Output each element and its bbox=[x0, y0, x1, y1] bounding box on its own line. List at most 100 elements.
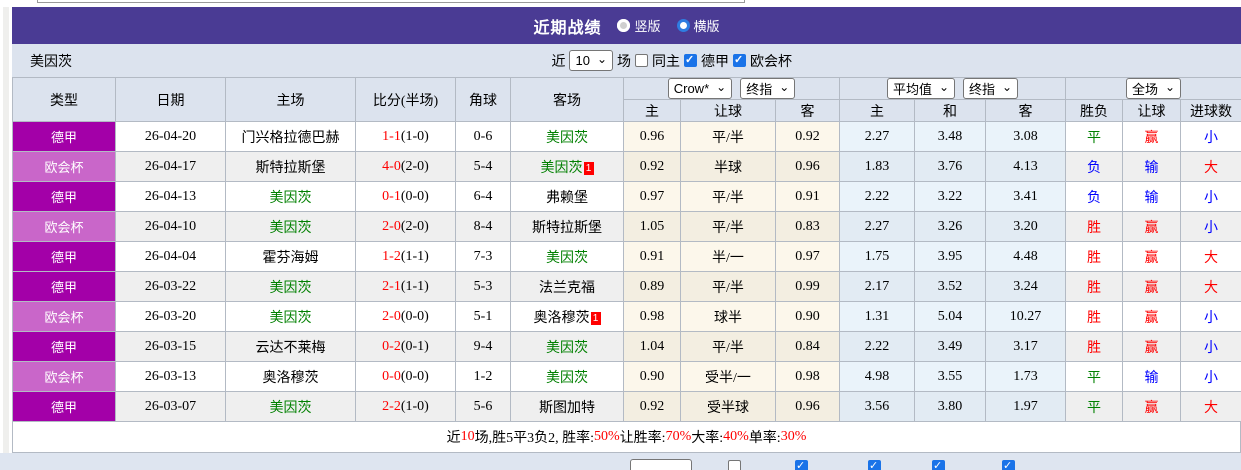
handicap-result-cell: 赢 bbox=[1122, 211, 1182, 242]
away-team-cell: 奥洛穆茨 1 bbox=[510, 301, 624, 332]
avg-home-cell: 3.56 bbox=[839, 391, 916, 422]
summary-segment: 70% bbox=[665, 429, 692, 444]
league-cell: 德甲 bbox=[12, 241, 116, 272]
corner-cell: 5-6 bbox=[455, 391, 511, 422]
scope-select[interactable]: 全场 ⌄ bbox=[1126, 78, 1182, 99]
team-name: 美因茨 bbox=[30, 54, 72, 70]
goals-result-cell: 小 bbox=[1180, 301, 1241, 332]
near-label: 近 bbox=[551, 54, 566, 70]
league-cell: 欧会杯 bbox=[12, 301, 116, 332]
league-label: 德甲 bbox=[50, 280, 77, 295]
odds-home-cell: 1.05 bbox=[623, 211, 681, 242]
away-team-cell: 美因茨 bbox=[510, 241, 624, 272]
halftime-score: (0-1) bbox=[400, 338, 429, 354]
halftime-score: (2-0) bbox=[400, 218, 429, 234]
radio-horizontal-icon[interactable] bbox=[676, 19, 690, 32]
average-select-group: 平均值 ⌄ 终指 ⌄ bbox=[839, 77, 1067, 100]
col-date: 日期 bbox=[115, 77, 226, 122]
col-result: 胜负 bbox=[1065, 99, 1124, 122]
home-team: 美因茨 bbox=[269, 400, 312, 416]
odds-handicap-cell: 平/半 bbox=[680, 211, 776, 242]
score-cell: 0-1(0-0) bbox=[355, 181, 456, 212]
score-cell: 2-2(1-0) bbox=[355, 391, 456, 422]
radio-vertical-label[interactable]: 竖版 bbox=[634, 19, 661, 34]
table-row: 欧会杯 26-04-10 美因茨 2-0(2-0) 8-4 斯特拉斯堡 1.05… bbox=[12, 211, 1241, 242]
table-row: 德甲 26-03-22 美因茨 2-1(1-1) 5-3 法兰克福 0.89 平… bbox=[12, 271, 1241, 302]
summary-segment: 40% bbox=[723, 429, 749, 444]
score-cell: 0-2(0-1) bbox=[355, 331, 456, 362]
red-card-badge: 1 bbox=[583, 161, 594, 175]
handicap-result-cell: 赢 bbox=[1122, 121, 1182, 152]
odds-handicap-cell: 平/半 bbox=[680, 121, 776, 152]
league2-checkbox[interactable] bbox=[733, 53, 746, 67]
home-team: 美因茨 bbox=[269, 190, 312, 206]
date-cell: 26-04-10 bbox=[115, 211, 226, 242]
league-label: 欧会杯 bbox=[44, 370, 84, 385]
league-cell: 欧会杯 bbox=[12, 151, 116, 182]
col-corner: 角球 bbox=[455, 77, 511, 122]
final-odds-select-1[interactable]: 终指 ⌄ bbox=[740, 78, 796, 99]
odds-home-cell: 0.97 bbox=[623, 181, 681, 212]
col-odds-away: 客 bbox=[774, 99, 841, 122]
match-count-select[interactable] bbox=[630, 459, 692, 470]
corner-cell: 6-4 bbox=[455, 181, 511, 212]
league2-label: 欧会杯 bbox=[750, 54, 792, 70]
halftime-score: (1-0) bbox=[400, 398, 429, 414]
col-score: 比分(半场) bbox=[355, 77, 456, 122]
score-cell: 2-0(2-0) bbox=[355, 211, 456, 242]
odds-select-group: Crow* ⌄ 终指 ⌄ bbox=[622, 77, 841, 100]
league-label: 欧会杯 bbox=[44, 220, 84, 235]
final-odds-select-2[interactable]: 终指 ⌄ bbox=[963, 78, 1019, 99]
away-team: 美因茨 bbox=[546, 370, 588, 386]
away-team-cell: 美因茨 bbox=[510, 331, 624, 362]
table-row: 德甲 26-04-20 门兴格拉德巴赫 1-1(1-0) 0-6 美因茨 0.9… bbox=[12, 121, 1241, 152]
summary-segment: 单率: bbox=[748, 431, 781, 446]
odds-away-cell: 0.84 bbox=[774, 331, 841, 362]
avg-away-cell: 4.13 bbox=[985, 151, 1067, 182]
league-checkbox[interactable] bbox=[795, 459, 808, 470]
league-checkbox[interactable] bbox=[1002, 459, 1015, 470]
match-count-select[interactable]: 10 ⌄ bbox=[569, 50, 613, 71]
avg-draw-cell: 3.55 bbox=[914, 361, 987, 392]
col-away: 客场 bbox=[510, 77, 624, 122]
avg-home-cell: 2.22 bbox=[839, 331, 916, 362]
layout-horizontal-option[interactable]: 横版 bbox=[676, 16, 720, 35]
score-cell: 0-0(0-0) bbox=[355, 361, 456, 392]
league-cell: 欧会杯 bbox=[12, 211, 116, 242]
handicap-result-cell: 赢 bbox=[1122, 331, 1182, 362]
result-cell: 平 bbox=[1065, 361, 1124, 392]
layout-vertical-option[interactable]: 竖版 bbox=[617, 16, 661, 35]
goals-result-label: 小 bbox=[1204, 310, 1219, 326]
goals-result-cell: 大 bbox=[1180, 151, 1241, 182]
league1-checkbox[interactable] bbox=[684, 53, 697, 67]
home-team-cell: 斯特拉斯堡 bbox=[225, 151, 356, 182]
goals-result-label: 小 bbox=[1204, 340, 1219, 356]
goals-result-cell: 小 bbox=[1180, 331, 1241, 362]
average-select[interactable]: 平均值 ⌄ bbox=[886, 78, 956, 99]
chevron-down-icon: ⌄ bbox=[779, 79, 790, 94]
home-team: 霍芬海姆 bbox=[262, 250, 319, 266]
league-label: 德甲 bbox=[50, 340, 77, 355]
odds-handicap-cell: 平/半 bbox=[680, 331, 776, 362]
avg-home-cell: 2.27 bbox=[839, 211, 916, 242]
date-cell: 26-04-20 bbox=[115, 121, 226, 152]
filter-row: 美因茨 近 10⌄ 场 同主 德甲 欧会杯 bbox=[12, 44, 1241, 77]
summary-segment: 近 bbox=[446, 431, 461, 446]
col-handicap-result: 让球 bbox=[1122, 99, 1182, 122]
away-team: 斯特拉斯堡 bbox=[532, 220, 602, 236]
date-cell: 26-03-13 bbox=[115, 361, 226, 392]
league-label: 德甲 bbox=[50, 130, 77, 145]
bookmaker-select[interactable]: Crow* ⌄ bbox=[667, 78, 733, 99]
radio-vertical-icon[interactable] bbox=[617, 19, 631, 32]
fulltime-score: 2-0 bbox=[382, 218, 401, 234]
radio-horizontal-label[interactable]: 横版 bbox=[693, 19, 720, 34]
avg-away-cell: 3.41 bbox=[985, 181, 1067, 212]
handicap-result-cell: 赢 bbox=[1122, 301, 1182, 332]
league-checkbox[interactable] bbox=[868, 459, 881, 470]
same-home-checkbox[interactable] bbox=[728, 460, 741, 470]
avg-home-cell: 4.98 bbox=[839, 361, 916, 392]
home-team: 美因茨 bbox=[269, 280, 312, 296]
same-home-checkbox[interactable] bbox=[635, 54, 648, 67]
result-cell: 负 bbox=[1065, 151, 1124, 182]
league-checkbox[interactable] bbox=[932, 459, 945, 470]
